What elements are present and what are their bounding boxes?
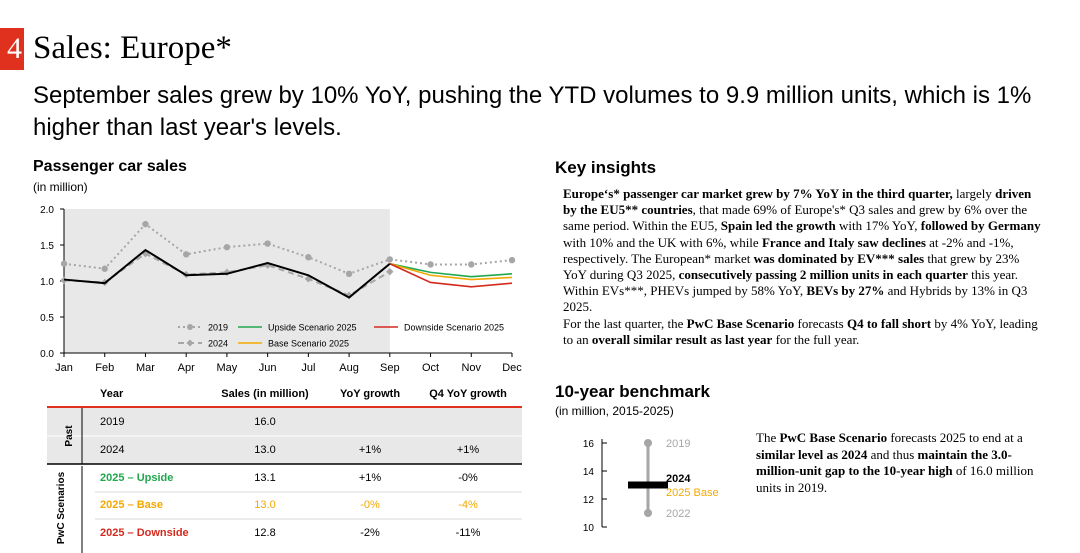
table-cell-sales: 12.8 — [254, 527, 276, 539]
table-cell-yoy: +1% — [358, 444, 382, 456]
page-number: 4 — [0, 28, 24, 70]
y-tick-label: 0.0 — [40, 349, 54, 360]
data-point — [386, 256, 394, 263]
table-cell-q4: -0% — [458, 472, 478, 484]
data-point — [101, 265, 108, 272]
benchmark-label: 2019 — [666, 438, 690, 450]
benchmark-title: 10-year benchmark — [555, 382, 710, 401]
x-tick-label: Feb — [95, 362, 114, 374]
series-line-0 — [63, 222, 513, 275]
table-cell-yoy: -2% — [360, 527, 380, 539]
table-header-cell: Sales (in million) — [221, 388, 309, 400]
x-tick-label: Jan — [55, 362, 73, 374]
benchmark-label: 2025 Base — [666, 487, 719, 499]
data-point — [223, 243, 231, 251]
data-point — [386, 267, 394, 276]
x-tick-label: Aug — [339, 362, 359, 374]
sales-table: Year Sales (in million) YoY growth Q4 YoY g… — [0, 378, 540, 553]
table-cell-year: 2025 – Base — [100, 499, 163, 511]
table-cell-q4: -11% — [455, 527, 481, 539]
table-cell-sales: 13.0 — [254, 499, 276, 511]
data-point — [60, 260, 68, 267]
table-header-cell: YoY growth — [339, 388, 401, 400]
data-point — [345, 270, 353, 277]
benchmark-y-tick-label: 14 — [583, 467, 595, 478]
benchmark-label: 2022 — [666, 508, 690, 520]
series-line-2 — [63, 248, 391, 299]
x-tick-label: Jul — [301, 362, 315, 374]
benchmark-unit-label: (in million, 2015-2025) — [555, 404, 674, 418]
legend-marker — [187, 324, 193, 330]
legend-label: 2019 — [208, 323, 228, 333]
table-cell-year: 2024 — [100, 444, 125, 456]
benchmark-chart: 10 12 14 16 2019 2024 2025 Base 2022 — [583, 438, 719, 534]
data-point — [508, 256, 516, 264]
table-cell-year: 2025 – Downside — [100, 527, 189, 539]
legend-label: Downside Scenario 2025 — [404, 323, 504, 333]
table-cell-sales: 16.0 — [254, 416, 276, 428]
table-cell-yoy: +1% — [358, 472, 382, 484]
benchmark-y-tick-label: 12 — [583, 495, 595, 506]
table-header-cell: Q4 YoY growth — [429, 388, 507, 400]
y-tick-label: 1.0 — [40, 277, 54, 288]
chart-unit-label: (in million) — [33, 180, 88, 194]
x-tick-label: Dec — [502, 362, 522, 374]
insights-paragraph: Europe‘s* passenger car market grew by 7… — [563, 186, 1041, 347]
group-label-past: Past — [64, 425, 75, 447]
legend-label: 2024 — [208, 339, 228, 349]
y-tick-label: 1.5 — [40, 241, 54, 252]
headline: September sales grew by 10% YoY, pushing… — [33, 82, 1032, 141]
x-tick-label: May — [217, 362, 238, 374]
x-tick-label: Apr — [178, 362, 195, 374]
data-point — [264, 240, 271, 247]
table-cell-sales: 13.1 — [254, 472, 276, 484]
x-tick-label: Mar — [136, 362, 155, 374]
series-line-5 — [389, 262, 513, 288]
table-cell-q4: -4% — [458, 499, 478, 511]
series-line-4 — [389, 262, 513, 281]
y-tick-label: 0.5 — [40, 313, 54, 324]
legend-marker — [186, 339, 194, 347]
table-cell-q4: +1% — [456, 444, 480, 456]
table-cell-year: 2019 — [100, 416, 125, 428]
legend-label: Upside Scenario 2025 — [268, 323, 357, 333]
table-header-cell: Year — [100, 388, 124, 400]
benchmark-text: The PwC Base Scenario forecasts 2025 to … — [756, 430, 1034, 495]
benchmark-label: 2024 — [666, 473, 691, 485]
table-cell-yoy: -0% — [360, 499, 380, 511]
actuals-shaded-area — [64, 209, 390, 353]
group-label-scenarios: PwC Scenarios — [56, 471, 67, 544]
page-title: Sales: Europe* — [33, 30, 232, 66]
data-point — [468, 261, 475, 268]
passenger-car-sales-chart: 0.0 0.5 1.0 1.5 2.0 Jan Feb Mar Apr May Jun Jul Aug S… — [40, 205, 522, 374]
data-point — [305, 254, 312, 261]
x-tick-label: Sep — [380, 362, 400, 374]
data-point — [142, 220, 149, 228]
x-tick-label: Oct — [422, 362, 439, 374]
data-point — [427, 261, 434, 268]
benchmark-y-tick-label: 10 — [583, 523, 595, 534]
insights-title: Key insights — [555, 158, 657, 177]
benchmark-marker-2024 — [628, 481, 668, 489]
table-cell-year: 2025 – Upside — [100, 472, 174, 484]
table-cell-sales: 13.0 — [254, 444, 276, 456]
data-point — [182, 251, 190, 258]
benchmark-point-2022 — [644, 509, 652, 517]
y-tick-label: 2.0 — [40, 205, 54, 216]
sales-table-frame: Past PwC Scenarios — [47, 406, 522, 553]
benchmark-y-tick-label: 16 — [583, 439, 595, 450]
series-line-3 — [389, 262, 513, 278]
x-tick-label: Jun — [259, 362, 277, 374]
chart-title: Passenger car sales — [33, 158, 187, 175]
legend-label: Base Scenario 2025 — [268, 339, 349, 349]
benchmark-point-2019 — [644, 439, 652, 447]
x-tick-label: Nov — [461, 362, 481, 374]
